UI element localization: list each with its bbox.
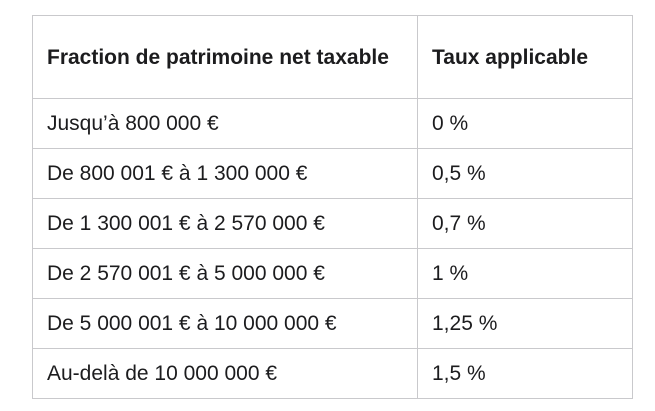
rate-cell: 0,7 % <box>417 198 633 249</box>
tax-rate-table: Fraction de patrimoine net taxable Taux … <box>32 15 633 399</box>
rate-cell: 0,5 % <box>417 148 633 199</box>
table-row: De 800 001 € à 1 300 000 € 0,5 % <box>32 148 633 199</box>
rate-cell: 1 % <box>417 248 633 299</box>
rate-cell: 1,5 % <box>417 348 633 399</box>
bracket-cell: De 5 000 001 € à 10 000 000 € <box>32 298 418 349</box>
table-row: De 2 570 001 € à 5 000 000 € 1 % <box>32 248 633 299</box>
column-header-fraction: Fraction de patrimoine net taxable <box>32 15 418 99</box>
table-row: De 5 000 001 € à 10 000 000 € 1,25 % <box>32 298 633 349</box>
table-header-row: Fraction de patrimoine net taxable Taux … <box>32 15 633 99</box>
bracket-cell: Jusqu’à 800 000 € <box>32 98 418 149</box>
bracket-cell: De 1 300 001 € à 2 570 000 € <box>32 198 418 249</box>
bracket-cell: De 2 570 001 € à 5 000 000 € <box>32 248 418 299</box>
table-row: De 1 300 001 € à 2 570 000 € 0,7 % <box>32 198 633 249</box>
rate-cell: 0 % <box>417 98 633 149</box>
rate-cell: 1,25 % <box>417 298 633 349</box>
table-row: Jusqu’à 800 000 € 0 % <box>32 98 633 149</box>
column-header-rate: Taux applicable <box>417 15 633 99</box>
bracket-cell: De 800 001 € à 1 300 000 € <box>32 148 418 199</box>
bracket-cell: Au-delà de 10 000 000 € <box>32 348 418 399</box>
table-row: Au-delà de 10 000 000 € 1,5 % <box>32 348 633 399</box>
